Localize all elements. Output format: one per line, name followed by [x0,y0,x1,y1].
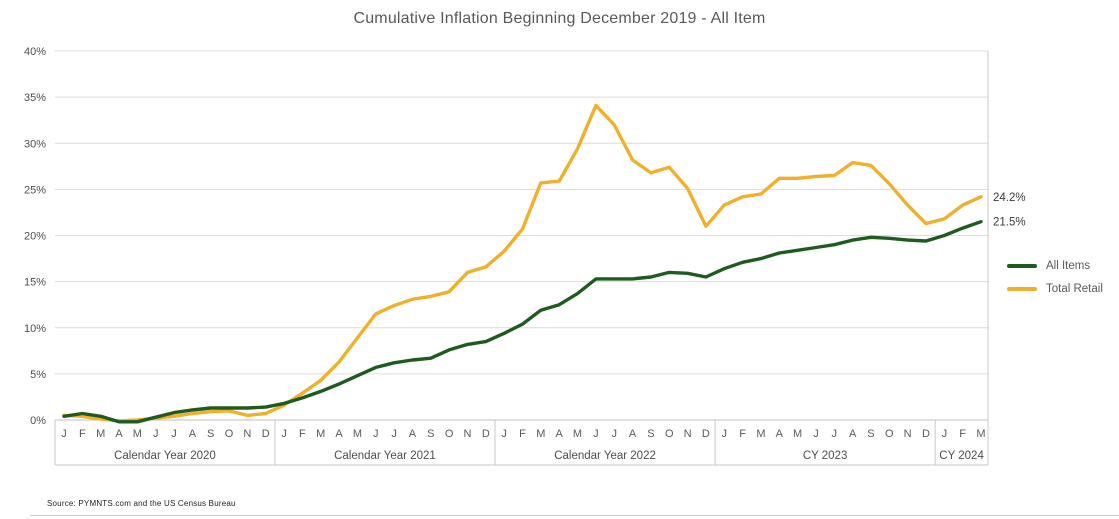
x-axis-month-label: N [464,428,472,440]
x-axis-month-label: J [171,428,177,440]
year-group-label: Calendar Year 2020 [114,450,216,462]
x-axis-month-label: D [922,428,930,440]
y-axis-tick-label: 10% [24,323,46,335]
bottom-divider [30,515,1119,516]
legend: All Items Total Retail [1007,260,1103,295]
x-axis-month-label: N [243,428,251,440]
x-axis-month-label: J [832,428,838,440]
x-axis-month-label: J [593,428,599,440]
end-label-total-retail: 24.2% [993,192,1026,204]
x-axis-month-label: J [501,428,507,440]
x-axis-month-label: J [942,428,948,440]
y-axis-tick-label: 5% [30,369,46,381]
x-axis-month-label: D [482,428,490,440]
x-axis-month-label: A [189,428,197,440]
x-axis-month-label: M [96,428,105,440]
y-axis-tick-label: 25% [24,184,46,196]
x-axis-month-label: F [519,428,526,440]
x-axis-month-label: A [409,428,417,440]
x-axis-month-label: A [556,428,564,440]
x-axis-month-label: M [353,428,362,440]
legend-label: Total Retail [1046,283,1103,295]
x-axis-month-label: J [813,428,819,440]
year-group-label: CY 2024 [939,450,984,462]
x-axis-month-label: F [79,428,86,440]
year-group-label: Calendar Year 2022 [554,450,656,462]
x-axis-month-label: O [885,428,894,440]
legend-item-all-items: All Items [1007,260,1103,272]
x-axis-month-label: M [573,428,582,440]
legend-swatch-all-items [1007,264,1037,268]
x-axis-month-label: A [335,428,343,440]
chart-title: Cumulative Inflation Beginning December … [353,10,766,27]
y-axis-tick-label: 20% [24,231,46,243]
y-axis-tick-label: 35% [24,92,46,104]
x-axis-month-label: A [629,428,637,440]
x-axis-month-label: J [391,428,397,440]
total-retail-line [62,103,983,423]
x-axis-month-label: M [133,428,142,440]
x-axis-month-label: S [427,428,434,440]
x-axis-month-label: J [153,428,159,440]
legend-label: All Items [1046,260,1091,272]
x-axis-month-label: J [373,428,379,440]
x-axis-month-label: A [115,428,123,440]
y-axis-tick-label: 30% [24,138,46,150]
x-axis-month-label: N [904,428,912,440]
x-axis-month-label: M [316,428,325,440]
x-axis-month-label: A [776,428,784,440]
x-axis-month-label: A [849,428,857,440]
x-axis-month-label: J [611,428,617,440]
all-items-line [62,219,983,424]
y-axis-tick-label: 40% [24,46,46,58]
year-group-label: Calendar Year 2021 [334,450,436,462]
x-axis-month-label: S [647,428,654,440]
x-axis-month-label: J [721,428,727,440]
x-axis-month-label: O [665,428,674,440]
x-axis-month-label: D [262,428,270,440]
y-axis-tick-label: 15% [24,277,46,289]
x-axis-month-label: J [61,428,67,440]
x-axis-month-label: M [756,428,765,440]
legend-swatch-total-retail [1007,287,1037,291]
x-axis-month-label: O [445,428,454,440]
x-axis-month-label: J [281,428,287,440]
x-axis-month-label: D [702,428,710,440]
x-axis-month-label: S [867,428,874,440]
x-axis-month-label: F [739,428,746,440]
x-axis-month-label: F [959,428,966,440]
x-axis-month-label: O [225,428,234,440]
x-axis-month-label: M [536,428,545,440]
x-axis-month-label: S [207,428,214,440]
y-axis-tick-label: 0% [30,415,46,427]
end-label-all-items: 21.5% [993,217,1026,229]
source-note: Source: PYMNTS.com and the US Census Bur… [47,499,236,508]
x-axis-month-label: M [793,428,802,440]
x-axis-month-label: N [684,428,692,440]
x-axis-month-label: F [299,428,306,440]
year-group-label: CY 2023 [803,450,848,462]
legend-item-total-retail: Total Retail [1007,283,1103,295]
x-axis-month-label: M [976,428,985,440]
